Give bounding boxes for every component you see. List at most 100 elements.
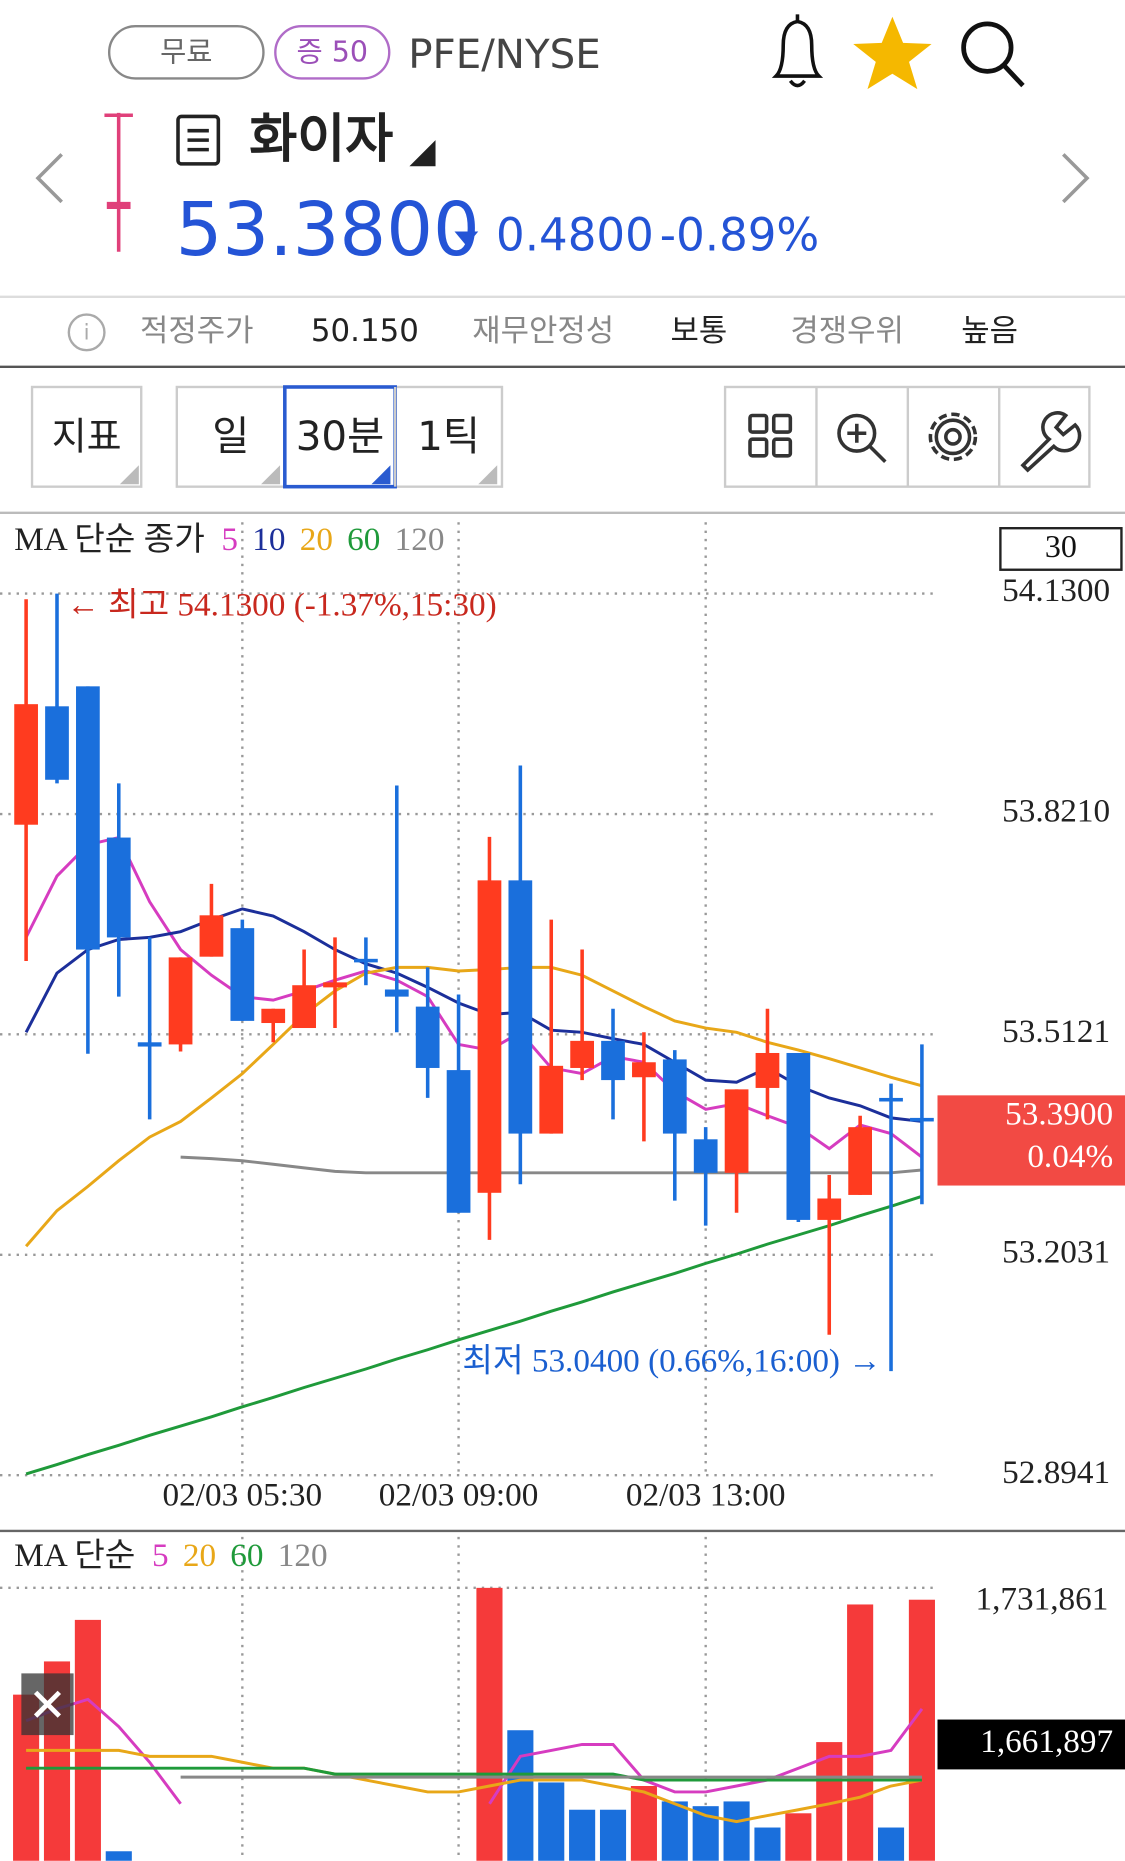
high-annotation: ← 최고 54.1300 (-1.37%,15:30) — [66, 586, 496, 623]
volume-bar — [538, 1782, 565, 1861]
candle-body — [45, 706, 69, 780]
legend-entry: 60 — [230, 1537, 263, 1574]
candle-body — [137, 1042, 162, 1047]
document-icon[interactable] — [176, 114, 221, 166]
margin-badge[interactable] — [274, 25, 391, 80]
candle-body — [693, 1139, 718, 1173]
favorite-star[interactable] — [853, 16, 932, 90]
zoom-icon[interactable] — [837, 413, 887, 464]
dropdown-arrow[interactable] — [409, 140, 436, 167]
info-icon[interactable] — [67, 313, 106, 352]
prev-arrow[interactable] — [35, 153, 63, 204]
legend-entry: 60 — [347, 521, 380, 558]
candle-body — [879, 1097, 903, 1102]
toolbar: 지표 — [30, 385, 1091, 488]
info-value: 보통 — [670, 313, 727, 349]
candle-body — [755, 1052, 780, 1088]
legend-entry: 10 — [252, 521, 285, 558]
corner-mark — [478, 465, 498, 485]
candle-body — [14, 704, 38, 825]
chart-layer: 적정주가 50.150 재무안정성 보통 경쟁우위 높음일 30분 1틱 MA 단순 종가 5 10… — [0, 313, 1125, 1861]
bell-icon[interactable] — [771, 14, 824, 88]
candle-body — [261, 1008, 286, 1024]
volume-bar — [105, 1851, 132, 1861]
free-badge[interactable] — [107, 25, 265, 80]
candle-body — [539, 1065, 564, 1134]
y-tick-label: 1,731,861 — [975, 1581, 1108, 1618]
candle-body — [384, 989, 409, 997]
volume-bar — [723, 1801, 750, 1861]
ma-line — [26, 1748, 923, 1824]
symbol: PFE/NYSE — [408, 31, 600, 78]
volume-bar — [785, 1813, 812, 1861]
info-value: 높음 — [961, 313, 1018, 349]
legend-entry: 120 — [395, 521, 445, 558]
candle-body — [570, 1040, 594, 1068]
volume-bar — [847, 1604, 874, 1861]
candle-body — [601, 1040, 625, 1081]
price: 53.3800 — [176, 188, 480, 273]
change-pct: -0.89% — [660, 209, 819, 262]
volume-bar — [630, 1786, 657, 1861]
legend-entry: 120 — [278, 1537, 328, 1574]
volume-bar — [908, 1599, 935, 1861]
search-icon[interactable] — [961, 21, 1025, 88]
next-arrow[interactable] — [1062, 153, 1090, 204]
x-tick-label: 02/03 05:30 — [163, 1476, 323, 1513]
period-group — [175, 385, 504, 488]
candle-body — [323, 982, 347, 988]
legend-title: MA 단순 종가 — [14, 521, 205, 558]
legend-title: MA 단순 — [14, 1537, 135, 1574]
settings-icon[interactable] — [928, 412, 978, 462]
period-button[interactable]: 1틱 — [417, 413, 480, 460]
last-volume-box — [937, 1719, 1125, 1770]
legend-entry: 5 — [152, 1537, 169, 1574]
y-tick-label: 54.1300 — [1002, 572, 1110, 609]
x-tick-label: 02/03 13:00 — [626, 1476, 786, 1513]
volume-bar — [476, 1587, 503, 1861]
candle-body — [354, 958, 378, 963]
volume-bar — [507, 1730, 534, 1861]
header: 무료 증 50 PFE/NYSE 화이자 53.3800 0.4800 -0.8… — [35, 14, 1090, 273]
last-change-label: 0.04% — [1027, 1138, 1113, 1175]
info-icon-glyph: i — [84, 321, 90, 346]
indicator-button[interactable] — [30, 385, 143, 488]
badge-text: 무료 — [160, 36, 212, 69]
volume-bar — [754, 1827, 781, 1861]
info-row: i — [67, 313, 106, 352]
candle-body — [910, 1117, 934, 1122]
candle-body — [446, 1070, 471, 1213]
candle-body — [848, 1127, 873, 1195]
candle-body — [76, 686, 100, 950]
period-box — [999, 527, 1123, 571]
low-annotation: 최저 53.0400 (0.66%,16:00) → — [462, 1343, 881, 1380]
volume-bar — [74, 1619, 101, 1861]
legend-entry: 20 — [300, 521, 333, 558]
ma-line — [180, 1155, 923, 1175]
candle-body — [199, 915, 224, 957]
y-tick-label: 53.2031 — [1002, 1233, 1110, 1270]
change: 0.4800 — [496, 209, 654, 262]
candle-body — [508, 880, 533, 1134]
volume-bar — [877, 1827, 905, 1861]
period-button[interactable]: 일 — [212, 413, 249, 460]
volume-bar — [569, 1809, 596, 1861]
y-tick-label: 53.8210 — [1002, 793, 1110, 830]
ma-line — [25, 1194, 923, 1476]
y-tick-label: 53.5121 — [1002, 1013, 1110, 1050]
layout-icon[interactable] — [748, 413, 793, 458]
candle-body — [168, 957, 193, 1045]
ma-line — [24, 835, 923, 1159]
info-label: 적정주가 — [140, 313, 254, 349]
last-price-box — [937, 1095, 1125, 1186]
tool-icon[interactable] — [1020, 411, 1082, 473]
volume-bar — [599, 1809, 627, 1861]
info-label: 재무안정성 — [472, 313, 614, 349]
x-tick-label: 02/03 09:00 — [379, 1476, 539, 1513]
candle-body — [477, 880, 502, 1193]
info-value: 50.150 — [311, 313, 419, 349]
period-button[interactable]: 30분 — [296, 413, 384, 460]
volume-bar — [661, 1801, 688, 1861]
candle-body — [817, 1198, 842, 1220]
